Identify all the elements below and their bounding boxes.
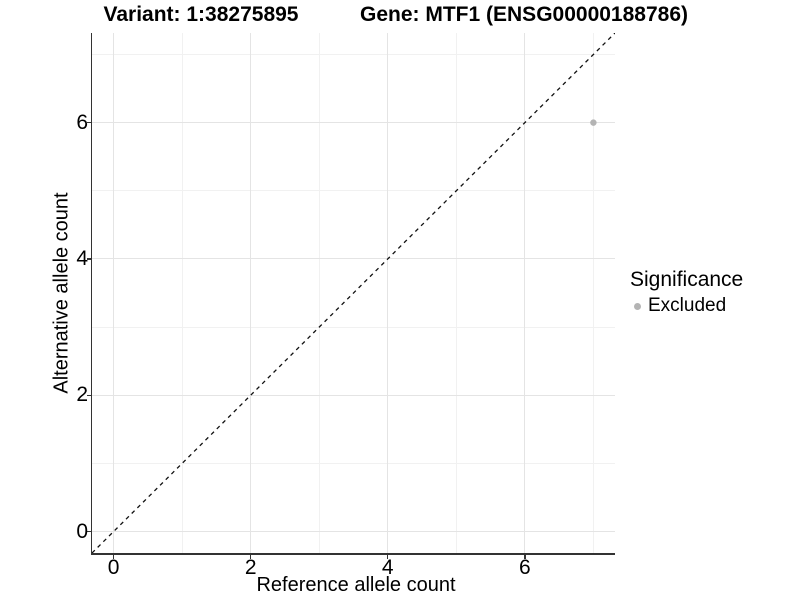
identity-dashed-line [92, 33, 615, 553]
gridline-major-horizontal [92, 531, 615, 533]
y-tick-mark [86, 394, 91, 396]
x-tick-mark [524, 554, 526, 559]
y-tick-mark [86, 258, 91, 260]
x-tick-label: 2 [244, 556, 257, 579]
x-axis-title: Reference allele count [256, 574, 456, 596]
plot-title-variant: Variant: 1:38275895 [103, 3, 299, 26]
y-tick-mark [86, 121, 91, 124]
y-tick-mark [86, 530, 91, 533]
gridline-major-vertical [250, 33, 252, 553]
plot-title-gene: Gene: MTF1 (ENSG00000188786) [360, 3, 688, 26]
legend: Significance Excluded [630, 269, 743, 316]
x-tick-label: 0 [107, 556, 120, 579]
x-tick-mark [387, 554, 389, 559]
legend-item-excluded: Excluded [630, 296, 743, 316]
gridline-minor-vertical [318, 33, 320, 553]
gridline-minor-horizontal [92, 462, 615, 464]
x-tick-label: 4 [381, 556, 394, 579]
x-axis-line [90, 553, 615, 555]
gridline-major-horizontal [92, 122, 615, 124]
x-tick-label: 6 [519, 556, 531, 579]
legend-title: Significance [630, 268, 744, 291]
y-axis-title: Alternative allele count [50, 192, 73, 394]
y-tick-label: 2 [76, 383, 88, 407]
y-tick-label: 4 [76, 246, 88, 270]
gridline-minor-horizontal [92, 326, 615, 328]
y-axis-line [90, 33, 92, 555]
legend-items: Excluded [630, 296, 743, 316]
legend-key-dot-icon [634, 302, 641, 310]
gridline-major-horizontal [92, 258, 615, 260]
gridline-major-vertical [113, 33, 115, 553]
panel-canvas [92, 33, 615, 553]
legend-item-label: Excluded [648, 295, 727, 316]
gridline-minor-vertical [455, 33, 457, 553]
y-tick-label: 0 [76, 519, 88, 543]
gridline-minor-horizontal [92, 53, 615, 55]
x-tick-mark [112, 554, 115, 559]
gridline-major-horizontal [92, 394, 615, 396]
y-tick-label: 6 [76, 110, 88, 134]
gridline-major-vertical [387, 33, 389, 553]
data-point-excluded [590, 119, 597, 126]
gridline-minor-vertical [181, 33, 183, 553]
gridline-minor-vertical [592, 33, 594, 553]
gridline-minor-horizontal [92, 190, 615, 192]
x-tick-mark [250, 554, 252, 559]
gridline-major-vertical [524, 33, 526, 553]
